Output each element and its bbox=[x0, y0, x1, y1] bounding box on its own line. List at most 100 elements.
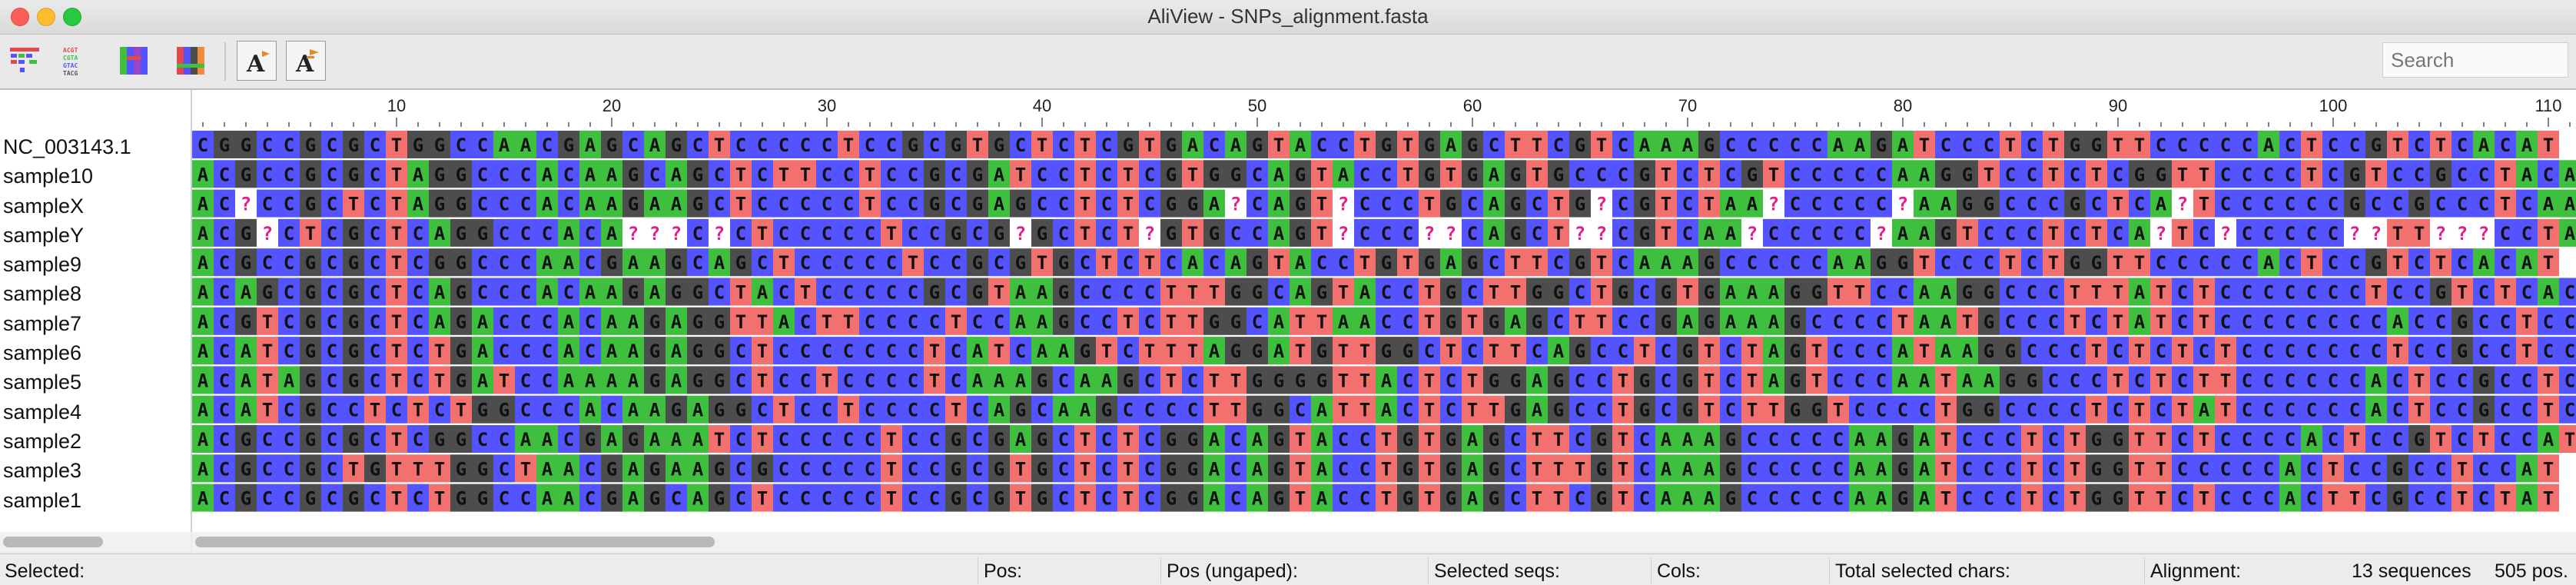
base-cell[interactable] bbox=[1354, 189, 1376, 218]
base-cell[interactable] bbox=[450, 131, 472, 158]
base-cell[interactable] bbox=[644, 189, 666, 218]
base-cell[interactable] bbox=[1074, 189, 1096, 218]
base-cell[interactable] bbox=[407, 160, 429, 188]
base-cell[interactable] bbox=[1505, 160, 1526, 188]
base-cell[interactable] bbox=[2236, 131, 2258, 158]
base-cell[interactable] bbox=[2495, 160, 2516, 188]
base-cell[interactable] bbox=[1612, 160, 1634, 188]
base-cell[interactable] bbox=[1160, 131, 1182, 158]
base-cell[interactable] bbox=[2473, 131, 2495, 158]
base-cell[interactable] bbox=[2172, 131, 2193, 158]
base-cell[interactable] bbox=[2452, 131, 2473, 158]
close-window-button[interactable] bbox=[11, 8, 29, 26]
base-cell[interactable] bbox=[1311, 189, 1333, 218]
base-cell[interactable] bbox=[2365, 131, 2387, 158]
base-cell[interactable] bbox=[945, 189, 967, 218]
sequence-name[interactable]: sample5 bbox=[3, 371, 82, 394]
base-cell[interactable] bbox=[579, 160, 601, 188]
base-cell[interactable] bbox=[1763, 189, 1784, 218]
base-cell[interactable] bbox=[1483, 131, 1505, 158]
base-cell[interactable] bbox=[1914, 160, 1935, 188]
base-cell[interactable] bbox=[1117, 160, 1139, 188]
base-cell[interactable] bbox=[1569, 131, 1591, 158]
base-cell[interactable] bbox=[1333, 131, 1354, 158]
base-cell[interactable] bbox=[881, 189, 902, 218]
base-cell[interactable] bbox=[386, 189, 407, 218]
base-cell[interactable] bbox=[1569, 189, 1591, 218]
base-cell[interactable] bbox=[1871, 189, 1892, 218]
base-cell[interactable] bbox=[1139, 131, 1160, 158]
base-cell[interactable] bbox=[1591, 131, 1612, 158]
base-cell[interactable] bbox=[1074, 131, 1096, 158]
base-cell[interactable] bbox=[816, 131, 838, 158]
base-cell[interactable] bbox=[493, 189, 515, 218]
base-cell[interactable] bbox=[902, 189, 924, 218]
base-cell[interactable] bbox=[2279, 160, 2301, 188]
base-cell[interactable] bbox=[1074, 160, 1096, 188]
base-cell[interactable] bbox=[1290, 189, 1311, 218]
base-cell[interactable] bbox=[1117, 131, 1139, 158]
base-cell[interactable] bbox=[2408, 160, 2430, 188]
base-cell[interactable] bbox=[1290, 131, 1311, 158]
base-cell[interactable] bbox=[321, 131, 343, 158]
sequence-name[interactable]: sample10 bbox=[3, 165, 94, 188]
base-cell[interactable] bbox=[515, 189, 536, 218]
base-cell[interactable] bbox=[687, 189, 709, 218]
base-cell[interactable] bbox=[773, 131, 795, 158]
base-cell[interactable] bbox=[881, 160, 902, 188]
base-cell[interactable] bbox=[1139, 160, 1160, 188]
base-cell[interactable] bbox=[1612, 131, 1634, 158]
base-cell[interactable] bbox=[2258, 160, 2279, 188]
base-cell[interactable] bbox=[644, 160, 666, 188]
base-cell[interactable] bbox=[859, 160, 881, 188]
base-cell[interactable] bbox=[300, 160, 321, 188]
base-cell[interactable] bbox=[1376, 131, 1397, 158]
base-cell[interactable] bbox=[1268, 131, 1290, 158]
base-cell[interactable] bbox=[1483, 189, 1505, 218]
base-cell[interactable] bbox=[988, 189, 1010, 218]
base-cell[interactable] bbox=[1354, 160, 1376, 188]
base-cell[interactable] bbox=[278, 160, 300, 188]
base-cell[interactable] bbox=[1010, 160, 1031, 188]
base-cell[interactable] bbox=[1935, 160, 1957, 188]
base-cell[interactable] bbox=[773, 160, 795, 188]
base-cell[interactable] bbox=[493, 160, 515, 188]
base-cell[interactable] bbox=[2172, 160, 2193, 188]
base-cell[interactable] bbox=[859, 189, 881, 218]
base-cell[interactable] bbox=[1397, 160, 1419, 188]
base-cell[interactable] bbox=[407, 131, 429, 158]
base-cell[interactable] bbox=[1096, 131, 1117, 158]
base-cell[interactable] bbox=[666, 189, 687, 218]
base-cell[interactable] bbox=[1053, 131, 1074, 158]
base-cell[interactable] bbox=[1827, 131, 1849, 158]
base-cell[interactable] bbox=[1419, 160, 1440, 188]
base-cell[interactable] bbox=[666, 160, 687, 188]
base-cell[interactable] bbox=[1483, 160, 1505, 188]
base-cell[interactable] bbox=[386, 160, 407, 188]
sequence-name[interactable]: sample2 bbox=[3, 429, 82, 453]
base-cell[interactable] bbox=[2516, 160, 2538, 188]
base-cell[interactable] bbox=[1612, 189, 1634, 218]
base-cell[interactable] bbox=[644, 131, 666, 158]
base-cell[interactable] bbox=[1548, 131, 1569, 158]
base-cell[interactable] bbox=[1333, 189, 1354, 218]
base-cell[interactable] bbox=[1741, 160, 1763, 188]
base-cell[interactable] bbox=[1160, 189, 1182, 218]
base-cell[interactable] bbox=[2000, 160, 2021, 188]
base-cell[interactable] bbox=[2129, 160, 2150, 188]
alignment-scroll-thumb[interactable] bbox=[195, 537, 715, 547]
base-cell[interactable] bbox=[257, 189, 278, 218]
base-cell[interactable] bbox=[235, 189, 257, 218]
base-cell[interactable] bbox=[752, 189, 773, 218]
sequence-name[interactable]: sample8 bbox=[3, 282, 82, 306]
base-cell[interactable] bbox=[773, 189, 795, 218]
sequence-name[interactable]: sample4 bbox=[3, 400, 82, 424]
base-cell[interactable] bbox=[687, 160, 709, 188]
base-cell[interactable] bbox=[967, 160, 988, 188]
base-cell[interactable] bbox=[2473, 160, 2495, 188]
base-cell[interactable] bbox=[257, 160, 278, 188]
base-cell[interactable] bbox=[709, 160, 730, 188]
